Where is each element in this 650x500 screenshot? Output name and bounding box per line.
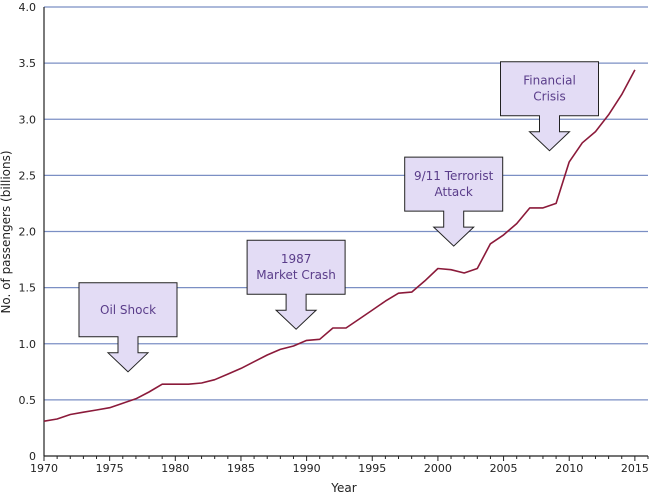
y-tick-label: 3.5: [19, 57, 37, 70]
callout-arrow-shape: [404, 156, 504, 247]
x-tick-label: 1985: [227, 462, 255, 475]
annotation-callout: 9/11 Terrorist Attack: [404, 156, 504, 247]
y-tick-label: 1.0: [19, 338, 37, 351]
annotation-label: Market Crash: [256, 268, 336, 282]
annotation-label: Financial: [523, 74, 576, 88]
annotations: Oil Shock 1987 Market Crash 9/11 Terrorist A…: [78, 61, 599, 373]
y-tick-label: 0: [29, 450, 36, 463]
x-axis-label: Year: [330, 481, 356, 495]
annotation-label: 1987: [281, 252, 312, 266]
y-tick-label: 0.5: [19, 394, 37, 407]
callout-arrow-shape: [246, 239, 346, 330]
x-tick-label: 1980: [161, 462, 189, 475]
annotation-callout: Oil Shock: [78, 282, 178, 373]
series: [43, 69, 636, 422]
series-line: [43, 69, 636, 422]
y-tick-label: 2.0: [19, 226, 37, 239]
annotation-callout: Financial Crisis: [500, 61, 599, 152]
x-tick-label: 2000: [424, 462, 452, 475]
x-tick-label: 1995: [358, 462, 386, 475]
annotation-label: Attack: [435, 185, 473, 199]
x-tick-label: 2015: [621, 462, 649, 475]
x-tick-label: 1990: [293, 462, 321, 475]
annotation-label: Oil Shock: [100, 303, 156, 317]
y-tick-label: 2.5: [19, 169, 37, 182]
x-tick-label: 1970: [30, 462, 58, 475]
annotation-label: 9/11 Terrorist: [414, 169, 494, 183]
y-axis-label: No. of passengers (billions): [0, 150, 13, 313]
y-tick-label: 4.0: [19, 1, 37, 14]
y-tick-label: 3.0: [19, 113, 37, 126]
annotation-callout: 1987 Market Crash: [246, 239, 346, 330]
axes: 0 0.5 1.0 1.5 2.0 2.5 3.0 3.5 4.0 1970 1975 1980 198…: [19, 1, 649, 475]
x-tick-label: 2005: [490, 462, 518, 475]
callout-arrow-shape: [500, 61, 599, 152]
x-tick-label: 2010: [555, 462, 583, 475]
x-tick-label: 1975: [96, 462, 124, 475]
annotation-label: Crisis: [533, 90, 565, 104]
y-tick-label: 1.5: [19, 282, 37, 295]
callout-arrow-shape: [78, 282, 178, 373]
